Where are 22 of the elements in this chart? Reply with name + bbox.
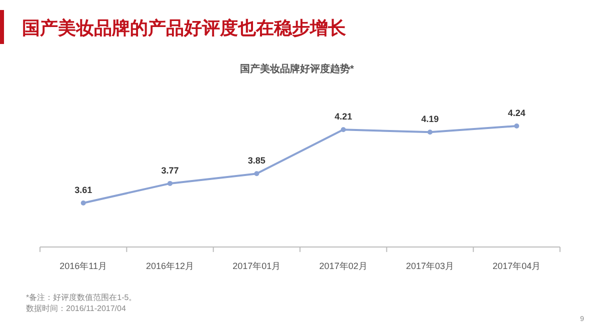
data-label: 3.85 — [248, 156, 266, 166]
text: 数据时间：2016/11-2017/04 — [26, 304, 126, 313]
point — [168, 180, 172, 186]
x-tick-label: 2017年03月 — [406, 261, 454, 271]
x-tick-label: 2017年04月 — [492, 261, 541, 271]
text: *备注：好评度数值范围在1-5。 — [26, 293, 137, 302]
x-tick-label: 2017年01月 — [232, 261, 281, 271]
x-tick-label: 2017年02月 — [319, 261, 368, 271]
x-tick-label: 2016年11月 — [60, 261, 108, 271]
point — [254, 171, 260, 176]
chart-subtitle: 国产美妆品牌好评度趋势* — [240, 63, 354, 75]
data-label: 4.21 — [334, 112, 352, 122]
point — [80, 200, 86, 206]
data-label: 4.19 — [421, 114, 439, 124]
point — [340, 127, 346, 132]
point — [428, 130, 432, 135]
point — [514, 124, 520, 128]
data-label: 3.77 — [161, 165, 179, 176]
data-label: 4.24 — [508, 108, 526, 118]
chart-title: 国产美妆品牌的产品好评度也在稳步增长 — [22, 18, 347, 38]
x-tick-label: 2016年12月 — [146, 261, 194, 271]
data-label: 3.61 — [74, 185, 92, 195]
